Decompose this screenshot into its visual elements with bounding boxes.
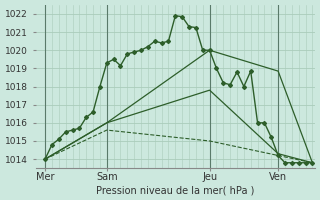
X-axis label: Pression niveau de la mer( hPa ): Pression niveau de la mer( hPa ) — [96, 185, 254, 195]
